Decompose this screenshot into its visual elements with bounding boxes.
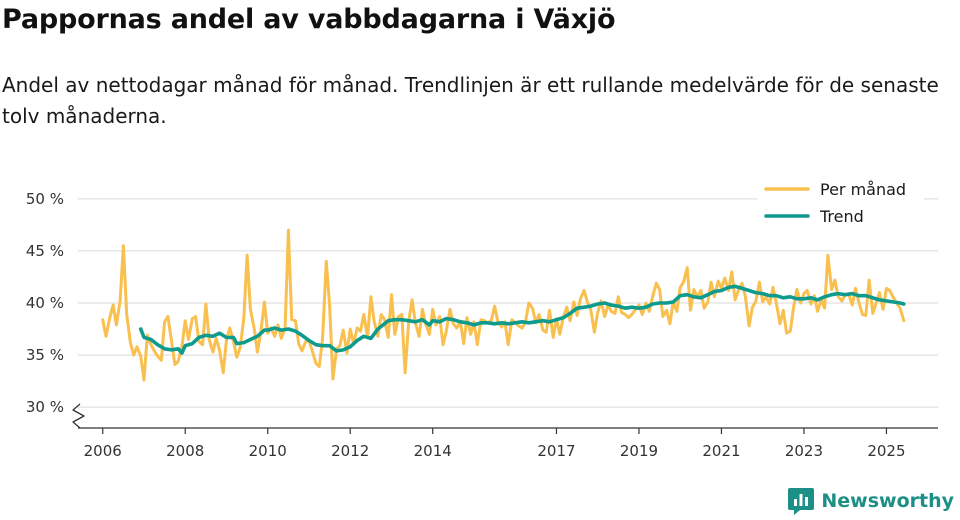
- y-tick-label-45: 45 %: [26, 242, 64, 260]
- x-tick-label-2017: 2017: [537, 442, 575, 460]
- line-chart: 30 % 35 % 40 % 45 % 50 % 2006 2008 2010 2012 2014…: [0, 0, 960, 520]
- x-tick-label-2021: 2021: [702, 442, 740, 460]
- y-tick-label-40: 40 %: [26, 294, 64, 312]
- legend-label-trend: Trend: [819, 207, 864, 226]
- x-tick-label-2025: 2025: [867, 442, 905, 460]
- y-tick-label-35: 35 %: [26, 346, 64, 364]
- brand-logo: Newsworthy: [787, 486, 954, 516]
- series-layer: [103, 230, 904, 380]
- legend-label-monthly: Per månad: [820, 180, 906, 199]
- x-tick-label-2012: 2012: [331, 442, 369, 460]
- y-tick-label-50: 50 %: [26, 190, 64, 208]
- x-tick-label-2006: 2006: [84, 442, 122, 460]
- x-tick-label-2014: 2014: [414, 442, 452, 460]
- x-tick-label-2023: 2023: [785, 442, 823, 460]
- brand-name: Newsworthy: [821, 490, 954, 512]
- x-tick-label-2010: 2010: [249, 442, 287, 460]
- legend: Per månad Trend: [758, 176, 924, 232]
- y-tick-label-30: 30 %: [26, 398, 64, 416]
- x-tick-label-2008: 2008: [166, 442, 204, 460]
- x-tick-label-2019: 2019: [620, 442, 658, 460]
- series-line-monthly: [103, 230, 904, 380]
- bar-chart-speech-icon: [787, 486, 815, 516]
